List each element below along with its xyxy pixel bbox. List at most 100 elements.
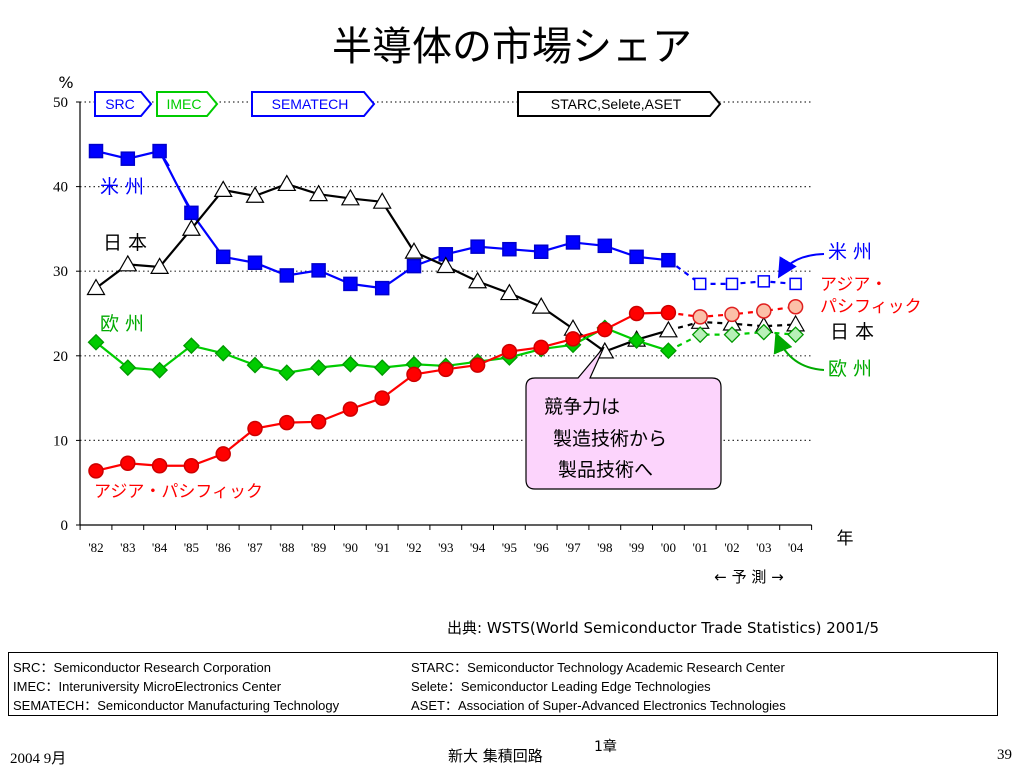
data-point-diamond — [278, 364, 296, 382]
data-point-circle — [756, 303, 772, 319]
data-point-circle — [120, 455, 136, 471]
x-tick-label: '84 — [152, 540, 168, 555]
data-point-circle — [247, 420, 263, 437]
program-arrow — [156, 91, 219, 117]
source-note: 出典: WSTS(World Semiconductor Trade Stati… — [447, 619, 879, 637]
callout-box — [525, 346, 722, 490]
data-point-diamond — [119, 359, 137, 377]
data-point-diamond — [310, 359, 328, 377]
program-label: SEMATECH — [272, 96, 349, 112]
data-point-square — [152, 143, 167, 159]
data-point-triangle — [213, 180, 233, 197]
data-point-triangle — [340, 188, 360, 206]
data-point-triangle — [86, 278, 106, 296]
data-point-circle — [724, 306, 740, 323]
data-point-circle — [279, 414, 295, 431]
americas-connector-bottom — [176, 184, 191, 209]
data-point-diamond — [659, 342, 677, 360]
x-tick-label: '89 — [311, 540, 326, 555]
data-point-circle — [501, 343, 518, 360]
y-tick-label: 20 — [53, 349, 68, 365]
label-americas-right: 米 州 — [828, 241, 872, 263]
data-point-triangle — [658, 320, 678, 338]
x-tick-label: '99 — [629, 540, 644, 555]
glossary-left-1: SRC：Semiconductor Research Corporation — [13, 660, 271, 675]
data-point-square — [597, 238, 613, 254]
series-circle — [88, 298, 804, 479]
data-point-square — [279, 268, 295, 283]
data-point-square — [693, 277, 707, 291]
data-point-triangle — [404, 242, 424, 259]
data-point-square — [725, 277, 739, 291]
x-tick-label: '83 — [120, 540, 135, 555]
data-point-square — [757, 275, 771, 288]
data-point-circle — [310, 414, 327, 430]
data-point-circle — [215, 446, 231, 462]
data-point-square — [629, 249, 644, 265]
data-point-square — [406, 258, 422, 274]
data-point-square — [184, 205, 199, 221]
data-point-square — [374, 280, 390, 296]
data-point-square — [502, 241, 517, 257]
data-point-square — [565, 235, 581, 250]
data-point-square — [311, 263, 326, 278]
data-point-triangle — [372, 192, 392, 209]
x-tick-label: '01 — [693, 540, 708, 555]
x-tick-label: '87 — [247, 540, 263, 555]
callout-line-1: 競争力は — [544, 396, 620, 418]
glossary-right-1: STARC：Semiconductor Technology Academic … — [411, 660, 785, 675]
market-share-chart: 0 10 20 30 40 50% '82 '83 '84 '85 '86 '87 '88 '89 '90 '… — [53, 73, 922, 586]
label-europe-left: 欧 州 — [100, 313, 144, 335]
glossary-left-2: IMEC：Interuniversity MicroElectronics Ce… — [13, 679, 282, 694]
data-point-diamond — [628, 332, 646, 349]
program-label: IMEC — [167, 96, 202, 112]
footer-date: 2004 9月 — [10, 751, 67, 767]
x-axis-label: 年 — [837, 529, 854, 549]
data-point-triangle — [118, 254, 138, 272]
data-point-square — [120, 151, 136, 166]
x-tick-label: '82 — [88, 540, 103, 555]
data-point-triangle — [181, 219, 201, 236]
data-point-circle — [183, 458, 200, 474]
x-tick-label: '02 — [724, 540, 739, 555]
x-tick-label: '00 — [661, 540, 676, 555]
data-point-square — [533, 244, 549, 259]
x-tick-label: '96 — [534, 540, 550, 555]
data-point-square — [247, 255, 263, 270]
y-tick-label: 10 — [53, 433, 68, 449]
data-point-circle — [469, 357, 486, 373]
data-point-circle — [692, 309, 708, 325]
data-point-triangle — [150, 257, 170, 274]
data-point-circle — [597, 321, 613, 338]
x-tick-label: '94 — [470, 540, 486, 555]
x-tick-label: '93 — [438, 540, 453, 555]
data-point-square — [789, 277, 802, 291]
data-point-square — [88, 143, 104, 159]
data-point-diamond — [691, 326, 709, 344]
data-point-triangle — [531, 297, 551, 314]
data-point-diamond — [341, 355, 359, 373]
data-point-triangle — [309, 184, 329, 202]
data-point-circle — [787, 298, 804, 315]
data-point-circle — [151, 458, 168, 474]
glossary-right-3: ASET：Association of Super-Advanced Elect… — [411, 698, 786, 713]
data-point-triangle — [245, 186, 265, 203]
callout-line-2: 製造技術から — [553, 428, 667, 450]
callout-line-3: 製品技術へ — [558, 459, 653, 481]
x-tick-label: '88 — [279, 540, 294, 555]
data-point-diamond — [373, 359, 391, 377]
data-point-circle — [406, 366, 422, 383]
data-point-circle — [628, 305, 645, 322]
data-point-triangle — [436, 256, 456, 274]
europe-right-arrow — [773, 332, 825, 371]
footer-course: 新大 集積回路 — [448, 747, 543, 765]
x-tick-label: '92 — [406, 540, 421, 555]
x-tick-label: '85 — [184, 540, 199, 555]
glossary-right-2: Selete：Semiconductor Leading Edge Techno… — [411, 679, 711, 694]
footer-chapter: 1章 — [594, 739, 617, 755]
data-point-square — [661, 252, 676, 268]
americas-right-arrow — [777, 253, 825, 279]
data-point-circle — [88, 463, 104, 479]
data-point-triangle — [468, 271, 488, 289]
label-asia-left: アジア・パシフィック — [94, 482, 263, 502]
